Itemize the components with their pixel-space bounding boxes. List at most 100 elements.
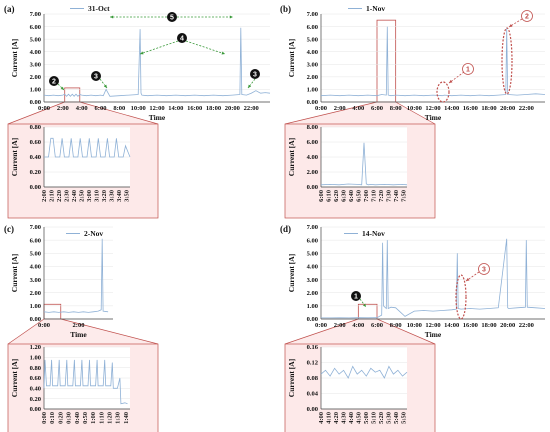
x-tick-label: 22:00	[519, 322, 534, 329]
annotation-arrow	[139, 40, 179, 55]
zoom-edge	[7, 101, 65, 125]
main-chart-d: 0.00 1.00 2.00 3.00 4.00 5.00 6.00 7.00 0:00 2:00…	[287, 224, 546, 339]
x-tick-label: 3:30	[108, 190, 115, 202]
x-tick-label: 16:00	[463, 105, 478, 112]
series-line	[320, 142, 408, 186]
x-tick-label: 5:00	[363, 412, 370, 424]
x-tick-label: 18:00	[481, 322, 496, 329]
x-tick-label: 14:00	[444, 105, 459, 112]
annotations-b: 12	[436, 10, 533, 103]
x-tick-label: 20:00	[225, 105, 240, 112]
annotation-arrowhead	[362, 303, 366, 307]
highlight-ellipse	[436, 81, 450, 103]
x-tick-label: 2:00	[41, 190, 48, 202]
inset-chart-c: 0.00 0.20 0.40 0.60 0.80 1.00 1.20 0:00 0:10 0:20…	[10, 344, 130, 424]
y-tick-label: 0.08	[307, 375, 319, 382]
x-tick-label: 1:10	[98, 412, 105, 424]
marker-badge	[351, 291, 361, 301]
y-tick-label: 2.00	[307, 74, 318, 81]
x-tick-label: 3:10	[93, 190, 100, 202]
y-tick-label: 6.00	[307, 237, 318, 244]
x-tick-label: 6:40	[348, 190, 355, 202]
x-tick-label: 8:00	[390, 105, 402, 112]
x-axis-title: Time	[70, 330, 87, 339]
y-tick-label: 2.00	[307, 169, 318, 176]
marker-label: 3	[253, 72, 257, 79]
y-tick-label: 3.00	[30, 61, 41, 68]
x-tick-label: 6:10	[325, 190, 332, 202]
inset-chart-a: 0.00 0.20 0.40 0.60 0.80 2:00 2:10 2:20 2:30 2:40…	[10, 124, 131, 202]
x-tick-label: 6:00	[318, 190, 325, 202]
panel-label: (a)	[4, 4, 15, 14]
x-tick-label: 20:00	[500, 322, 515, 329]
annotation-arrowhead	[449, 79, 453, 83]
zoom-edge	[79, 101, 159, 125]
annotation-arrow	[185, 40, 226, 55]
y-axis-title: Current [A]	[10, 138, 19, 176]
legend-label: 1-Nov	[366, 4, 385, 13]
y-tick-label: 0.04	[307, 391, 319, 398]
zoom-edge	[7, 318, 45, 345]
y-tick-label: 0.00	[30, 406, 41, 413]
annotation-arrowhead	[509, 24, 513, 27]
y-tick-label: 0.40	[30, 154, 41, 161]
main-chart-a: 0.00 1.00 2.00 3.00 4.00 5.00 6.00 7.00 0:00 2:00…	[10, 11, 271, 122]
marker-label: 4	[180, 36, 184, 43]
y-tick-label: 1.00	[307, 87, 318, 94]
panel-label: (c)	[4, 224, 14, 234]
marker-badge	[91, 71, 101, 81]
y-tick-label: 6.00	[30, 237, 41, 244]
y-axis-title: Current [A]	[10, 39, 19, 77]
x-tick-label: 10:00	[407, 322, 422, 329]
annotation-arrow	[99, 78, 108, 89]
x-tick-label: 6:00	[371, 322, 383, 329]
annotation-arrowhead	[110, 15, 114, 19]
marker-label: 3	[482, 267, 486, 274]
x-tick-label: 7:10	[370, 190, 377, 202]
x-tick-label: 0:40	[74, 412, 81, 424]
zoom-window	[64, 87, 81, 103]
y-tick-label: 7.00	[307, 11, 318, 18]
x-tick-label: 5:20	[378, 412, 385, 424]
legend-label: 14-Nov	[362, 229, 385, 238]
x-tick-label: 3:20	[101, 190, 108, 202]
x-tick-label: 4:50	[355, 412, 362, 424]
y-tick-label: 0.00	[30, 184, 41, 191]
x-tick-label: 3:40	[116, 190, 123, 202]
x-tick-label: 2:40	[71, 190, 78, 202]
x-tick-label: 1:30	[115, 412, 122, 424]
legend-label: 2-Nov	[84, 229, 103, 238]
x-tick-label: 0:00	[38, 105, 50, 112]
zoom-funnel	[8, 102, 158, 124]
x-tick-label: 4:20	[333, 412, 340, 424]
x-tick-label: 12:00	[425, 105, 440, 112]
x-tick-label: 10:00	[407, 105, 422, 112]
x-axis-title: Time	[149, 113, 166, 122]
y-tick-label: 0.00	[30, 99, 41, 106]
x-tick-label: 2:10	[48, 190, 55, 202]
y-axis-title: Current [A]	[10, 359, 19, 397]
annotation-arrowhead	[466, 277, 470, 281]
series-line	[321, 238, 546, 319]
marker-badge	[462, 63, 474, 75]
y-tick-label: 7.00	[30, 11, 41, 18]
y-tick-label: 4.00	[30, 264, 41, 271]
x-tick-label: 2:00	[334, 322, 346, 329]
x-tick-label: 0:30	[66, 412, 73, 424]
annotation-arrowhead	[60, 86, 64, 90]
y-axis-title: Current [A]	[287, 254, 296, 292]
annotations-d: 13	[351, 263, 490, 320]
x-tick-label: 1:40	[123, 412, 130, 424]
panel-label: (d)	[280, 224, 291, 234]
y-tick-label: 6.00	[307, 24, 318, 31]
y-tick-label: 0.00	[307, 316, 318, 323]
x-tick-label: 2:00	[334, 105, 346, 112]
y-tick-label: 0.20	[30, 396, 41, 403]
x-tick-label: 16:00	[463, 322, 478, 329]
panel-label: (b)	[280, 4, 291, 14]
y-tick-label: 4.00	[307, 49, 318, 56]
y-tick-label: 1.00	[30, 87, 41, 94]
x-tick-label: 8:00	[390, 322, 402, 329]
marker-label: 3	[94, 74, 98, 81]
